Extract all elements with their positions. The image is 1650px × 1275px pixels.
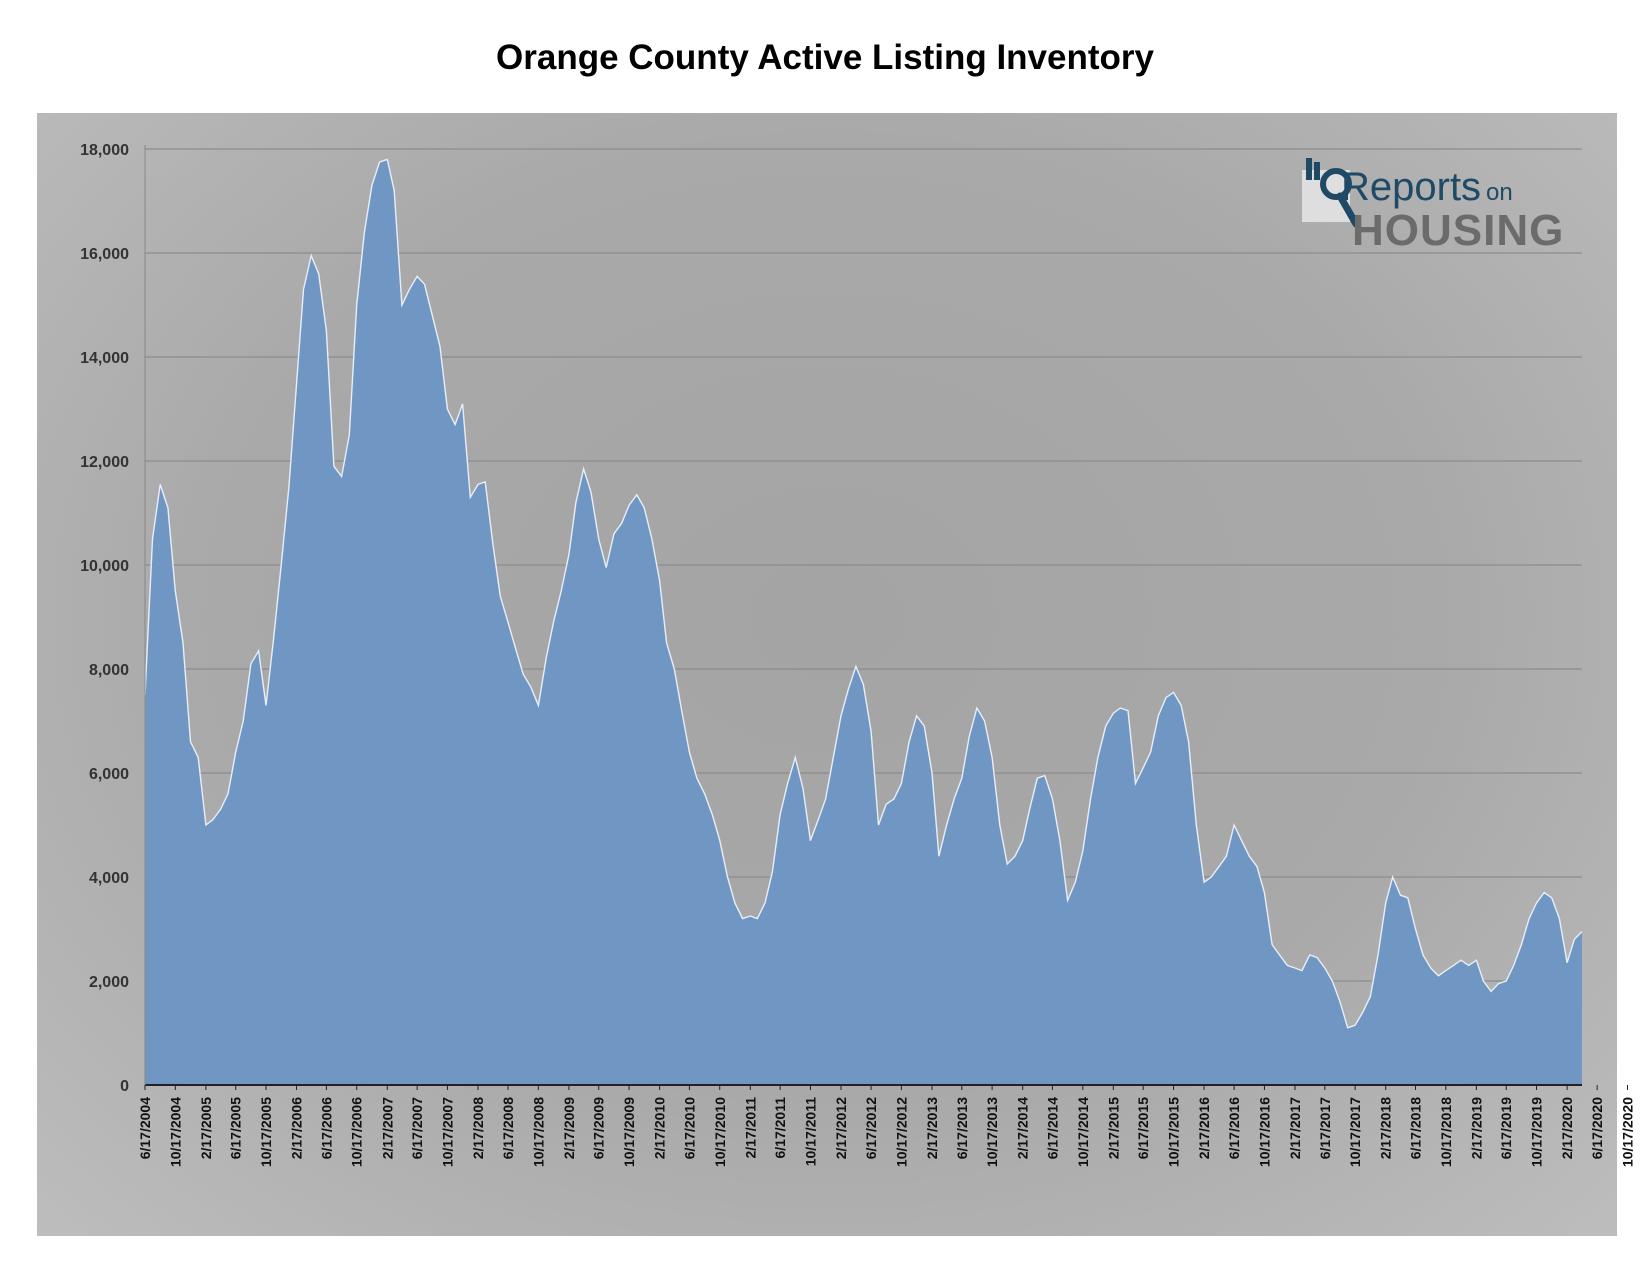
y-tick-label: 18,000: [80, 142, 129, 159]
logo-line2: HOUSING: [1352, 206, 1564, 255]
x-tick-label: 6/17/2010: [681, 1097, 697, 1159]
x-tick-label: 10/17/2012: [893, 1097, 909, 1167]
y-tick-label: 8,000: [89, 662, 129, 679]
y-tick-label: 14,000: [80, 350, 129, 367]
x-tick-label: 6/17/2018: [1408, 1097, 1424, 1159]
y-tick-label: 16,000: [80, 246, 129, 263]
x-tick-label: 2/17/2007: [379, 1097, 395, 1159]
x-tick-label: 10/17/2011: [802, 1097, 818, 1167]
x-tick-label: 10/17/2017: [1347, 1097, 1363, 1167]
x-tick-label: 10/17/2007: [439, 1097, 455, 1167]
y-tick-label: 4,000: [89, 870, 129, 887]
x-tick-label: 2/17/2018: [1378, 1097, 1394, 1159]
x-tick-label: 6/17/2016: [1226, 1097, 1242, 1159]
x-tick-label: 10/17/2014: [1075, 1097, 1091, 1167]
y-tick-label: 2,000: [89, 974, 129, 991]
logo-line1-small: on: [1486, 179, 1513, 206]
area-layer: [144, 158, 1583, 1085]
x-tick-label: 10/17/2016: [1256, 1097, 1272, 1167]
x-tick-label: 2/17/2017: [1287, 1097, 1303, 1159]
x-tick-label: 2/17/2008: [470, 1097, 486, 1159]
y-tick-label: 10,000: [80, 558, 129, 575]
inventory-area: [145, 159, 1582, 1085]
x-tick-label: 2/17/2014: [1015, 1097, 1031, 1159]
x-tick-label: 6/17/2019: [1498, 1097, 1514, 1159]
x-tick-label: 6/17/2013: [954, 1097, 970, 1159]
chart-title: Orange County Active Listing Inventory: [496, 38, 1154, 77]
x-tick-label: 6/17/2007: [409, 1097, 425, 1159]
x-tick-label: 10/17/2006: [349, 1097, 365, 1167]
x-tick-label: 6/17/2015: [1135, 1097, 1151, 1159]
x-tick-label: 2/17/2009: [561, 1097, 577, 1159]
x-tick-label: 2/17/2011: [742, 1097, 758, 1159]
x-tick-label: 10/17/2004: [167, 1097, 183, 1167]
x-tick-label: 2/17/2013: [924, 1097, 940, 1159]
y-tick-label: 0: [120, 1078, 129, 1095]
x-axis-ticks: 6/17/2004 10/17/2004 2/17/2005 6/17/2005 10/…: [137, 1085, 1636, 1167]
x-tick-label: 2/17/2019: [1468, 1097, 1484, 1159]
x-tick-label: 10/17/2015: [1166, 1097, 1182, 1167]
x-tick-label: 2/17/2020: [1559, 1097, 1575, 1159]
y-tick-label: 6,000: [89, 766, 129, 783]
x-tick-label: 10/17/2010: [712, 1097, 728, 1167]
x-axis: [144, 145, 1582, 1086]
x-tick-label: 6/17/2011: [772, 1097, 788, 1159]
x-tick-label: 10/17/2020: [1620, 1097, 1636, 1167]
x-tick-label: 2/17/2015: [1105, 1097, 1121, 1159]
x-tick-label: 10/17/2013: [984, 1097, 1000, 1167]
magnifier-icon: [1320, 168, 1352, 200]
x-tick-label: 10/17/2009: [621, 1097, 637, 1167]
reports-on-housing-logo: Reports on HOUSING: [1302, 158, 1564, 255]
logo-line1: Reports: [1341, 165, 1481, 209]
x-tick-label: 6/17/2009: [591, 1097, 607, 1159]
x-tick-label: 6/17/2014: [1045, 1097, 1061, 1159]
x-tick-label: 6/17/2008: [500, 1097, 516, 1159]
x-tick-label: 10/17/2019: [1529, 1097, 1545, 1167]
x-tick-label: 2/17/2005: [198, 1097, 214, 1159]
x-tick-label: 6/17/2020: [1589, 1097, 1605, 1159]
x-tick-label: 10/17/2005: [258, 1097, 274, 1167]
y-tick-label: 12,000: [80, 454, 129, 471]
y-axis-ticks: 0 2,000 4,000 6,000 8,000 10,000 12,000 14,000 1…: [80, 142, 129, 1095]
x-tick-label: 2/17/2010: [652, 1097, 668, 1159]
x-tick-label: 2/17/2012: [833, 1097, 849, 1159]
x-tick-label: 2/17/2006: [289, 1097, 305, 1159]
x-tick-label: 6/17/2004: [137, 1097, 153, 1159]
x-tick-label: 6/17/2012: [863, 1097, 879, 1159]
x-tick-label: 2/17/2016: [1196, 1097, 1212, 1159]
inventory-line: [144, 158, 1583, 1029]
x-tick-label: 6/17/2006: [318, 1097, 334, 1159]
x-tick-label: 6/17/2005: [228, 1097, 244, 1159]
x-tick-label: 10/17/2008: [530, 1097, 546, 1167]
x-tick-label: 10/17/2018: [1438, 1097, 1454, 1167]
x-tick-label: 6/17/2017: [1317, 1097, 1333, 1159]
